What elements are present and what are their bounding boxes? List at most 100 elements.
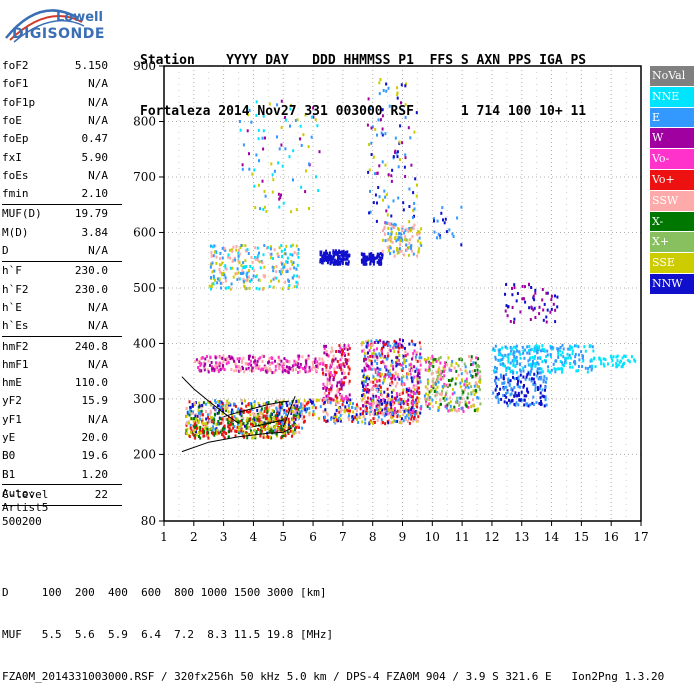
- echo-point: [338, 257, 341, 260]
- echo-point: [204, 357, 207, 361]
- echo-point: [224, 279, 227, 283]
- echo-point: [346, 253, 349, 257]
- echo-point: [240, 414, 243, 418]
- echo-point: [348, 381, 350, 385]
- echo-point: [393, 222, 396, 226]
- echo-point: [612, 355, 615, 359]
- param-name: foF1: [2, 77, 29, 91]
- x-tick-label: 16: [604, 530, 619, 544]
- echo-point: [276, 135, 278, 139]
- echo-point: [370, 361, 373, 365]
- echo-point: [382, 397, 385, 401]
- echo-point: [397, 373, 400, 377]
- echo-point: [524, 300, 527, 304]
- echo-point: [515, 344, 518, 348]
- echo-point: [317, 362, 320, 366]
- param-row: foEs N/A: [2, 167, 108, 185]
- echo-point: [419, 363, 422, 367]
- echo-point: [349, 409, 351, 413]
- echo-point: [498, 353, 500, 357]
- echo-point: [199, 425, 202, 429]
- echo-point: [390, 364, 393, 368]
- echo-point: [335, 262, 338, 266]
- echo-point: [266, 427, 269, 431]
- echo-point: [523, 398, 526, 402]
- echo-point: [390, 390, 393, 394]
- echo-point: [539, 391, 542, 395]
- echo-point: [288, 367, 291, 371]
- echo-point: [536, 371, 539, 375]
- echo-point: [227, 361, 230, 365]
- echo-point: [408, 368, 411, 372]
- echo-point: [385, 357, 388, 361]
- echo-point: [380, 262, 382, 266]
- echo-point: [338, 254, 341, 258]
- echo-point: [329, 382, 332, 386]
- echo-point: [441, 390, 443, 394]
- echo-point: [397, 342, 400, 346]
- echo-point: [380, 418, 383, 422]
- echo-point: [370, 367, 373, 371]
- echo-point: [397, 238, 400, 241]
- echo-point: [400, 101, 402, 105]
- echo-point: [291, 368, 294, 371]
- echo-point: [602, 362, 605, 366]
- echo-point: [214, 356, 217, 360]
- echo-point: [412, 419, 415, 423]
- echo-point: [207, 400, 209, 404]
- echo-point: [258, 419, 261, 423]
- echo-point: [296, 274, 299, 278]
- echo-point: [493, 369, 495, 373]
- echo-point: [528, 352, 531, 355]
- echo-point: [435, 401, 437, 404]
- scaled-trace: [181, 427, 293, 453]
- echo-point: [416, 374, 419, 378]
- echo-point: [221, 273, 224, 277]
- echo-point: [519, 363, 522, 367]
- echo-point: [517, 403, 520, 407]
- echo-point: [521, 284, 524, 288]
- echo-point: [234, 434, 237, 438]
- param-value: 240.8: [74, 339, 108, 353]
- echo-point: [528, 345, 531, 348]
- echo-point: [201, 421, 204, 425]
- echo-point: [446, 383, 449, 387]
- echo-point: [343, 253, 346, 257]
- echo-point: [205, 423, 208, 427]
- echo-point: [519, 373, 522, 377]
- echo-point: [376, 355, 379, 359]
- echo-point: [288, 402, 291, 406]
- x-tick-label: 1: [160, 530, 168, 544]
- echo-point: [304, 190, 307, 194]
- echo-point: [379, 367, 382, 371]
- echo-point: [522, 375, 525, 379]
- echo-point: [297, 407, 300, 411]
- echo-point: [303, 406, 306, 410]
- echo-point: [270, 412, 273, 416]
- echo-point: [187, 410, 190, 414]
- echo-point: [444, 395, 447, 399]
- echo-point: [271, 173, 274, 177]
- echo-point: [459, 385, 462, 389]
- echo-point: [391, 399, 394, 403]
- echo-point: [584, 349, 587, 353]
- echo-point: [280, 426, 283, 430]
- echo-point: [562, 347, 565, 351]
- echo-point: [536, 356, 539, 360]
- echo-point: [294, 362, 297, 366]
- echo-point: [391, 420, 394, 424]
- echo-point: [429, 357, 432, 360]
- echo-point: [533, 380, 536, 384]
- echo-point: [334, 420, 337, 424]
- echo-point: [214, 401, 217, 404]
- echo-point: [445, 391, 448, 395]
- echo-point: [368, 377, 370, 381]
- echo-point: [319, 253, 322, 257]
- echo-point: [356, 403, 358, 407]
- echo-point: [404, 115, 407, 119]
- echo-point: [255, 100, 258, 104]
- param-name: M(D): [2, 225, 29, 239]
- echo-point: [541, 288, 544, 291]
- echo-point: [246, 433, 249, 437]
- echo-point: [238, 426, 241, 430]
